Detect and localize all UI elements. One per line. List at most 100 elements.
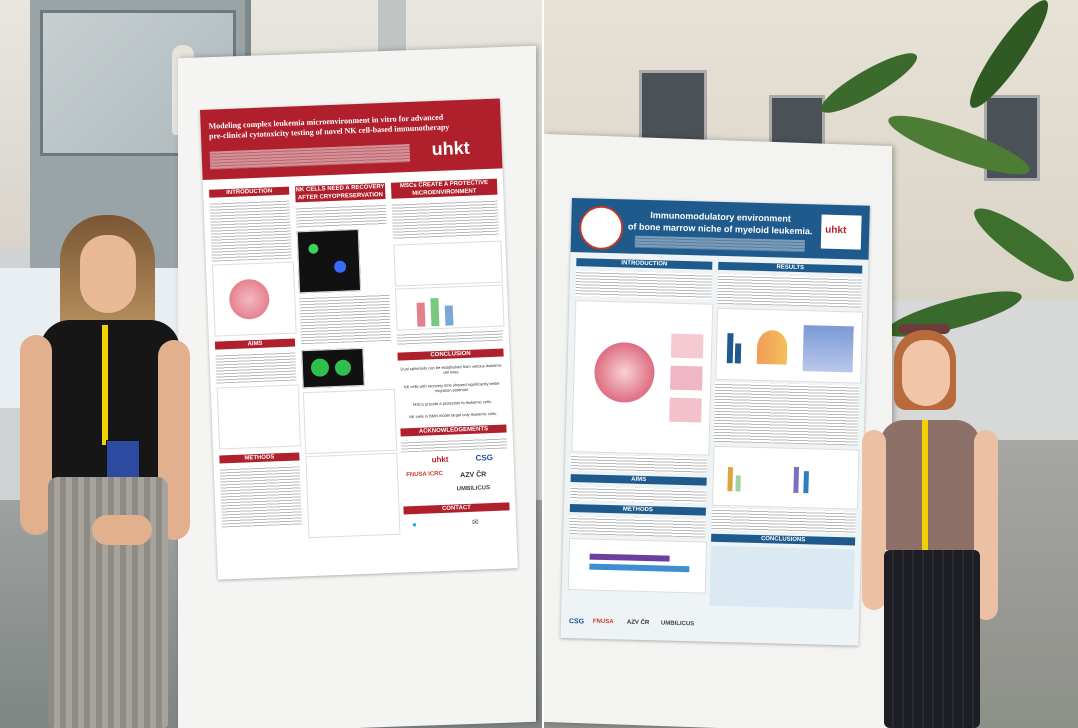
- results-text-right: [717, 273, 863, 308]
- nk-recovery-heading: NK CELLS NEED A RECOVERY AFTER CRYOPRESE…: [295, 182, 386, 203]
- sponsor-logo-umbilicus: UMBILICUS: [456, 485, 491, 493]
- uhkt-logo-right: uhkt: [825, 224, 847, 237]
- methods-heading-right: METHODS: [569, 504, 706, 516]
- heatmap-blue: [802, 325, 854, 373]
- green-spheroid-2: [334, 359, 352, 377]
- inset-image-2: [670, 365, 703, 391]
- acknowledgements-heading: ACKNOWLEDGEMENTS: [400, 424, 507, 437]
- woman-left: [20, 215, 195, 728]
- woman-right: [862, 320, 1032, 728]
- conclusion-point-4: NK cells in BMN model target only leukem…: [408, 410, 497, 420]
- figure-caption-right: [570, 454, 708, 474]
- nk-recovery-text-2: [299, 292, 392, 345]
- results-charts-bottom: [711, 445, 860, 510]
- results-text-right-3: [711, 507, 856, 534]
- introduction-text: [209, 198, 292, 262]
- results-heading-right: RESULTS: [718, 261, 863, 274]
- lanyard-right: [922, 420, 928, 580]
- introduction-text-right: [575, 270, 713, 300]
- blue-cell: [333, 260, 347, 273]
- migration-graphs: [305, 452, 401, 539]
- footer-logo-fnusa: FNUSA: [592, 618, 614, 626]
- face: [80, 235, 136, 313]
- microscopy-grid-1: [296, 228, 362, 294]
- results-text-right-2: [713, 381, 860, 446]
- bar-1: [416, 302, 426, 327]
- uhkt-logo: uhkt: [431, 137, 471, 160]
- tank-top: [880, 420, 980, 550]
- aims-heading: AIMS: [214, 338, 296, 350]
- authors-text: [209, 143, 411, 170]
- authors-text-right: [634, 235, 805, 253]
- flow-cytometry-plots: [393, 240, 503, 287]
- contact-heading: CONTACT: [403, 502, 510, 515]
- arm-left: [20, 335, 52, 535]
- intro-figure: [211, 261, 297, 337]
- mscs-text: [391, 198, 500, 241]
- cell-cluster: [593, 341, 656, 404]
- bar-2: [430, 297, 440, 327]
- footer-logo-csg: CSG: [568, 618, 585, 626]
- conclusions-heading-right: CONCLUSIONS: [711, 533, 856, 546]
- dark-pants: [884, 550, 980, 728]
- nk-recovery-text: [295, 202, 387, 229]
- poster-right-header: Immunomodulatory environment of bone mar…: [570, 198, 870, 260]
- face-right: [902, 340, 950, 406]
- acknowledgements-text: [400, 436, 508, 453]
- sunglasses: [898, 324, 950, 334]
- methods-bar-1: [589, 553, 670, 562]
- footer-logo-umbilicus: UMBILICUS: [660, 620, 695, 628]
- university-seal: [578, 205, 624, 251]
- poster: Modeling complex leukemia microenvironme…: [200, 98, 518, 580]
- sponsor-logo-csg: CSG: [475, 453, 494, 463]
- methods-text-right: [569, 516, 706, 538]
- results-bar-e: [793, 466, 800, 494]
- bar-chart: [395, 284, 505, 331]
- histogram: [756, 329, 788, 365]
- results-bar-b: [734, 343, 742, 364]
- twitter-icon: ●: [411, 519, 418, 530]
- conclusions-box: [709, 545, 855, 610]
- methods-text: [219, 464, 302, 528]
- green-cell: [308, 243, 319, 254]
- sponsor-logo-azv: AZV ČR: [460, 471, 487, 480]
- results-charts-top: [715, 307, 864, 384]
- inset-image-3: [669, 397, 702, 423]
- uhkt-logo-right-box: uhkt: [820, 214, 862, 250]
- methods-heading: METHODS: [219, 452, 300, 464]
- mscs-heading: MSCs CREATE A PROTECTIVE MICROENVIRONMEN…: [390, 178, 498, 199]
- poster-right: Immunomodulatory environment of bone mar…: [560, 198, 870, 646]
- hands: [92, 515, 152, 545]
- conclusion-point-3: MSCs provide a protection to leukemic ce…: [413, 399, 492, 408]
- bar-3: [444, 305, 454, 326]
- aims-text-right: [570, 486, 707, 504]
- line-graphs: [302, 388, 398, 455]
- arm-right-left: [862, 430, 886, 610]
- results-bar-c: [727, 467, 734, 492]
- microscopy-grid-2: [301, 347, 365, 389]
- photo-divider: [542, 0, 544, 728]
- introduction-heading: INTRODUCTION: [209, 186, 290, 198]
- aims-text: [215, 350, 297, 384]
- bone-marrow-diagram: [571, 300, 714, 456]
- right-photo: Immunomodulatory environment of bone mar…: [544, 0, 1078, 728]
- email-icon: ✉: [471, 517, 479, 527]
- cell-diagram: [228, 278, 271, 320]
- methods-chart-right: [567, 538, 708, 594]
- aims-heading-right: AIMS: [570, 474, 707, 486]
- inset-image-1: [670, 333, 704, 359]
- footer-logo-azv: AZV ČR: [626, 619, 650, 627]
- results-bar-d: [735, 475, 741, 492]
- green-spheroid: [310, 358, 330, 377]
- poster-header: Modeling complex leukemia microenvironme…: [200, 98, 503, 180]
- lanyard: [102, 325, 108, 445]
- mscs-caption: [396, 328, 504, 347]
- conclusion-point-1: Dual spheroids can be established from v…: [400, 362, 502, 375]
- results-bar-a: [726, 333, 734, 364]
- aims-figure: [216, 384, 301, 450]
- sponsor-logo-uhkt: uhkt: [431, 454, 449, 465]
- conclusion-heading: CONCLUSION: [397, 348, 504, 361]
- conclusion-point-2: NK cells with recovery time showed signi…: [403, 380, 500, 394]
- introduction-heading-right: INTRODUCTION: [576, 258, 713, 270]
- methods-bar-2: [589, 563, 690, 573]
